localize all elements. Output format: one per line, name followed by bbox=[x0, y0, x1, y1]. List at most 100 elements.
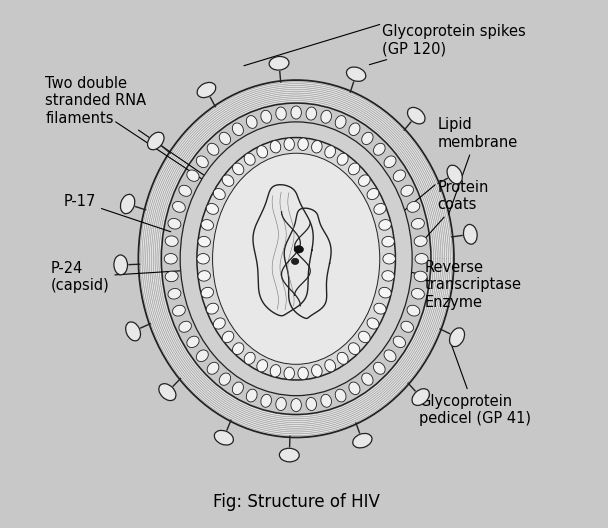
Ellipse shape bbox=[325, 146, 336, 158]
Ellipse shape bbox=[348, 163, 360, 175]
Ellipse shape bbox=[196, 156, 209, 167]
Ellipse shape bbox=[373, 143, 385, 155]
Ellipse shape bbox=[276, 107, 286, 120]
Ellipse shape bbox=[348, 343, 360, 354]
Text: Lipid
membrane: Lipid membrane bbox=[437, 117, 517, 214]
Ellipse shape bbox=[284, 367, 294, 380]
Ellipse shape bbox=[206, 203, 218, 214]
Ellipse shape bbox=[261, 110, 271, 123]
Ellipse shape bbox=[379, 220, 391, 230]
Ellipse shape bbox=[165, 236, 178, 247]
Ellipse shape bbox=[407, 107, 425, 124]
Ellipse shape bbox=[257, 360, 268, 372]
Ellipse shape bbox=[447, 165, 462, 184]
Ellipse shape bbox=[270, 140, 281, 153]
Ellipse shape bbox=[207, 143, 219, 155]
Ellipse shape bbox=[197, 138, 395, 380]
Text: Protein
coats: Protein coats bbox=[418, 180, 489, 246]
Ellipse shape bbox=[463, 224, 477, 244]
Ellipse shape bbox=[214, 430, 233, 445]
Ellipse shape bbox=[298, 367, 308, 380]
Ellipse shape bbox=[414, 271, 427, 281]
Ellipse shape bbox=[207, 362, 219, 374]
Ellipse shape bbox=[335, 389, 346, 402]
Ellipse shape bbox=[401, 321, 413, 332]
Text: Glycoprotein
pedicel (GP 41): Glycoprotein pedicel (GP 41) bbox=[419, 340, 531, 427]
Ellipse shape bbox=[414, 236, 427, 247]
Ellipse shape bbox=[219, 132, 230, 145]
Ellipse shape bbox=[347, 67, 366, 81]
Ellipse shape bbox=[362, 132, 373, 145]
Ellipse shape bbox=[148, 132, 164, 150]
Ellipse shape bbox=[407, 202, 420, 212]
Ellipse shape bbox=[374, 203, 386, 214]
Ellipse shape bbox=[449, 328, 465, 347]
Ellipse shape bbox=[415, 253, 428, 264]
Ellipse shape bbox=[173, 202, 185, 212]
Ellipse shape bbox=[269, 56, 289, 70]
Ellipse shape bbox=[280, 448, 299, 462]
Ellipse shape bbox=[198, 271, 210, 281]
Ellipse shape bbox=[311, 365, 322, 377]
Ellipse shape bbox=[114, 255, 128, 275]
Ellipse shape bbox=[168, 219, 181, 229]
Text: P-24
(capsid): P-24 (capsid) bbox=[50, 261, 203, 293]
Ellipse shape bbox=[384, 156, 396, 167]
Ellipse shape bbox=[164, 253, 178, 264]
Ellipse shape bbox=[219, 373, 230, 385]
Ellipse shape bbox=[232, 123, 243, 136]
Ellipse shape bbox=[306, 398, 317, 410]
Ellipse shape bbox=[291, 399, 302, 412]
Ellipse shape bbox=[257, 146, 268, 158]
Ellipse shape bbox=[335, 116, 346, 128]
Ellipse shape bbox=[244, 153, 255, 165]
Ellipse shape bbox=[383, 253, 395, 264]
Ellipse shape bbox=[222, 331, 234, 343]
Ellipse shape bbox=[337, 153, 348, 165]
Ellipse shape bbox=[349, 123, 360, 136]
Ellipse shape bbox=[197, 82, 216, 98]
Text: Glycoprotein spikes
(GP 120): Glycoprotein spikes (GP 120) bbox=[369, 24, 526, 65]
Ellipse shape bbox=[367, 318, 379, 329]
Ellipse shape bbox=[139, 80, 454, 438]
Ellipse shape bbox=[321, 394, 331, 407]
Ellipse shape bbox=[120, 194, 135, 214]
Ellipse shape bbox=[321, 110, 331, 123]
Ellipse shape bbox=[384, 350, 396, 362]
Ellipse shape bbox=[201, 287, 213, 298]
Ellipse shape bbox=[382, 271, 395, 281]
Ellipse shape bbox=[196, 350, 209, 362]
Ellipse shape bbox=[222, 175, 234, 186]
Ellipse shape bbox=[232, 343, 244, 354]
Ellipse shape bbox=[393, 170, 406, 181]
Ellipse shape bbox=[232, 163, 244, 175]
Ellipse shape bbox=[201, 220, 213, 230]
Ellipse shape bbox=[407, 305, 420, 316]
Ellipse shape bbox=[270, 365, 281, 377]
Ellipse shape bbox=[187, 336, 199, 347]
Ellipse shape bbox=[291, 258, 299, 265]
Ellipse shape bbox=[198, 237, 210, 247]
Text: Two double
stranded RNA
filaments: Two double stranded RNA filaments bbox=[46, 76, 263, 215]
Ellipse shape bbox=[206, 303, 218, 314]
Ellipse shape bbox=[159, 384, 176, 401]
Ellipse shape bbox=[197, 253, 209, 264]
Ellipse shape bbox=[349, 382, 360, 394]
Ellipse shape bbox=[213, 188, 226, 200]
Ellipse shape bbox=[306, 107, 317, 120]
Ellipse shape bbox=[213, 318, 226, 329]
Ellipse shape bbox=[179, 185, 192, 196]
Ellipse shape bbox=[165, 271, 178, 281]
Ellipse shape bbox=[244, 352, 255, 364]
Text: Fig: Structure of HIV: Fig: Structure of HIV bbox=[213, 493, 379, 511]
Ellipse shape bbox=[412, 288, 424, 299]
Ellipse shape bbox=[173, 305, 185, 316]
Ellipse shape bbox=[126, 322, 140, 341]
Ellipse shape bbox=[213, 153, 380, 364]
Ellipse shape bbox=[276, 398, 286, 410]
Ellipse shape bbox=[393, 336, 406, 347]
Ellipse shape bbox=[401, 185, 413, 196]
Ellipse shape bbox=[367, 188, 379, 200]
Text: P-17: P-17 bbox=[64, 194, 171, 232]
Ellipse shape bbox=[379, 287, 391, 298]
